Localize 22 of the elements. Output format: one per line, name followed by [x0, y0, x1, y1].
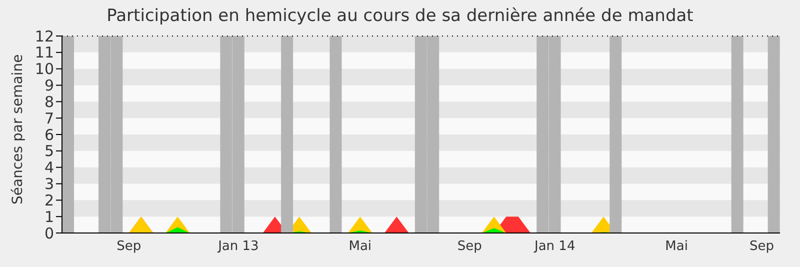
- x-tick-label: Jan 14: [534, 239, 576, 254]
- y-tick-label: 11: [34, 44, 54, 62]
- y-tick-label: 4: [44, 158, 54, 177]
- chart-title: Participation en hemicycle au cours de sa dernière année de mandat: [106, 6, 694, 26]
- y-tick-label: 0: [44, 224, 54, 242]
- y-tick-label: 6: [44, 126, 54, 144]
- y-axis-title: Séances par semaine: [10, 54, 26, 204]
- x-tick-label: Sep: [116, 239, 142, 254]
- x-tick-label: Sep: [457, 239, 482, 254]
- x-tick-label: Mai: [665, 239, 688, 254]
- y-tick-label: 12: [34, 27, 54, 46]
- y-tick-label: 1: [44, 208, 54, 226]
- y-tick-label: 9: [44, 76, 54, 95]
- y-tick-label: 2: [44, 191, 54, 210]
- y-tick-label: 3: [44, 175, 54, 194]
- x-tick-label: Mai: [348, 239, 372, 254]
- y-tick-label: 10: [34, 60, 54, 78]
- y-tick-label: 7: [44, 109, 54, 128]
- y-tick-label: 8: [44, 92, 54, 111]
- y-tick-label: 5: [44, 142, 54, 160]
- x-tick-label: Sep: [749, 239, 774, 254]
- x-tick-label: Jan 13: [217, 239, 259, 254]
